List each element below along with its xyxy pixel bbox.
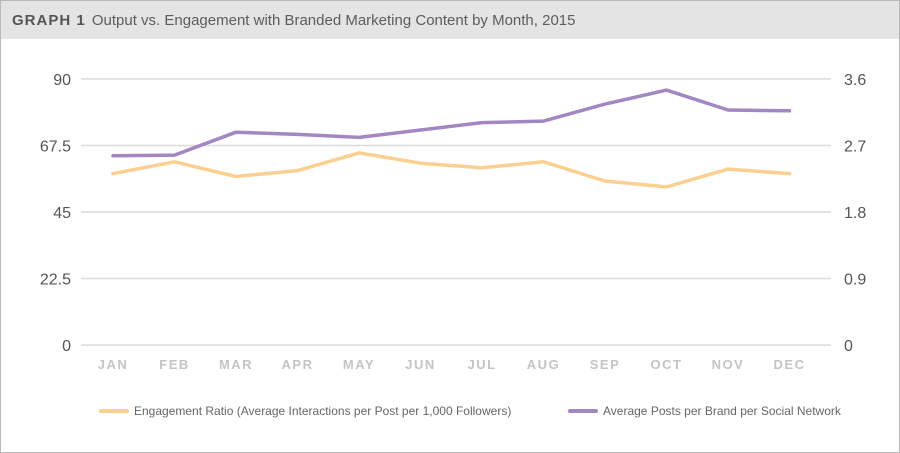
- left-tick-label: 45: [53, 205, 71, 222]
- engagement-ratio-line: [111, 151, 792, 189]
- x-tick-label: MAR: [219, 357, 253, 372]
- x-tick-label: APR: [282, 357, 314, 372]
- x-tick-label: FEB: [159, 357, 190, 372]
- right-tick-label: 0: [844, 338, 853, 355]
- graph-number-label: GRAPH 1: [12, 12, 86, 29]
- legend-item-engagement: Engagement Ratio (Average Interactions p…: [99, 404, 511, 418]
- left-tick-label: 22.5: [40, 272, 71, 289]
- x-tick-label: MAY: [343, 357, 375, 372]
- right-tick-label: 1.8: [844, 205, 866, 222]
- x-axis-ticks: JAN FEB MAR APR MAY JUN JUL AUG SEP OCT NOV DEC: [98, 357, 806, 372]
- legend-swatch-posts: [568, 409, 598, 413]
- chart-header: GRAPH 1 Output vs. Engagement with Brand…: [1, 1, 899, 39]
- x-tick-label: NOV: [712, 357, 745, 372]
- legend-label-posts: Average Posts per Brand per Social Netwo…: [603, 404, 841, 418]
- x-tick-label: JUL: [467, 357, 496, 372]
- x-tick-label: AUG: [527, 357, 560, 372]
- series-lines: [111, 88, 792, 189]
- legend-item-posts: Average Posts per Brand per Social Netwo…: [568, 404, 841, 418]
- left-tick-label: 90: [53, 72, 71, 89]
- legend: Engagement Ratio (Average Interactions p…: [1, 404, 899, 420]
- average-posts-line: [111, 88, 792, 158]
- right-tick-label: 0.9: [844, 272, 866, 289]
- legend-label-engagement: Engagement Ratio (Average Interactions p…: [134, 404, 512, 418]
- right-axis-ticks: 0 0.9 1.8 2.7 3.6: [844, 72, 866, 355]
- x-tick-label: SEP: [590, 357, 621, 372]
- left-tick-label: 67.5: [40, 139, 71, 156]
- left-axis-ticks: 0 22.5 45 67.5 90: [40, 72, 71, 355]
- x-tick-label: OCT: [651, 357, 683, 372]
- legend-swatch-engagement: [99, 409, 129, 413]
- right-tick-label: 3.6: [844, 72, 866, 89]
- left-tick-label: 0: [62, 338, 71, 355]
- chart-title: GRAPH 1 Output vs. Engagement with Brand…: [12, 12, 575, 29]
- x-tick-label: JUN: [405, 357, 436, 372]
- line-chart: 0 22.5 45 67.5 90 0 0.9 1.8 2.7 3.6 JAN FEB MAR APR…: [40, 72, 866, 372]
- chart-title-text: Output vs. Engagement with Branded Marke…: [91, 12, 576, 29]
- right-tick-label: 2.7: [844, 139, 866, 156]
- x-tick-label: DEC: [774, 357, 806, 372]
- gridlines: [81, 78, 831, 346]
- x-tick-label: JAN: [98, 357, 129, 372]
